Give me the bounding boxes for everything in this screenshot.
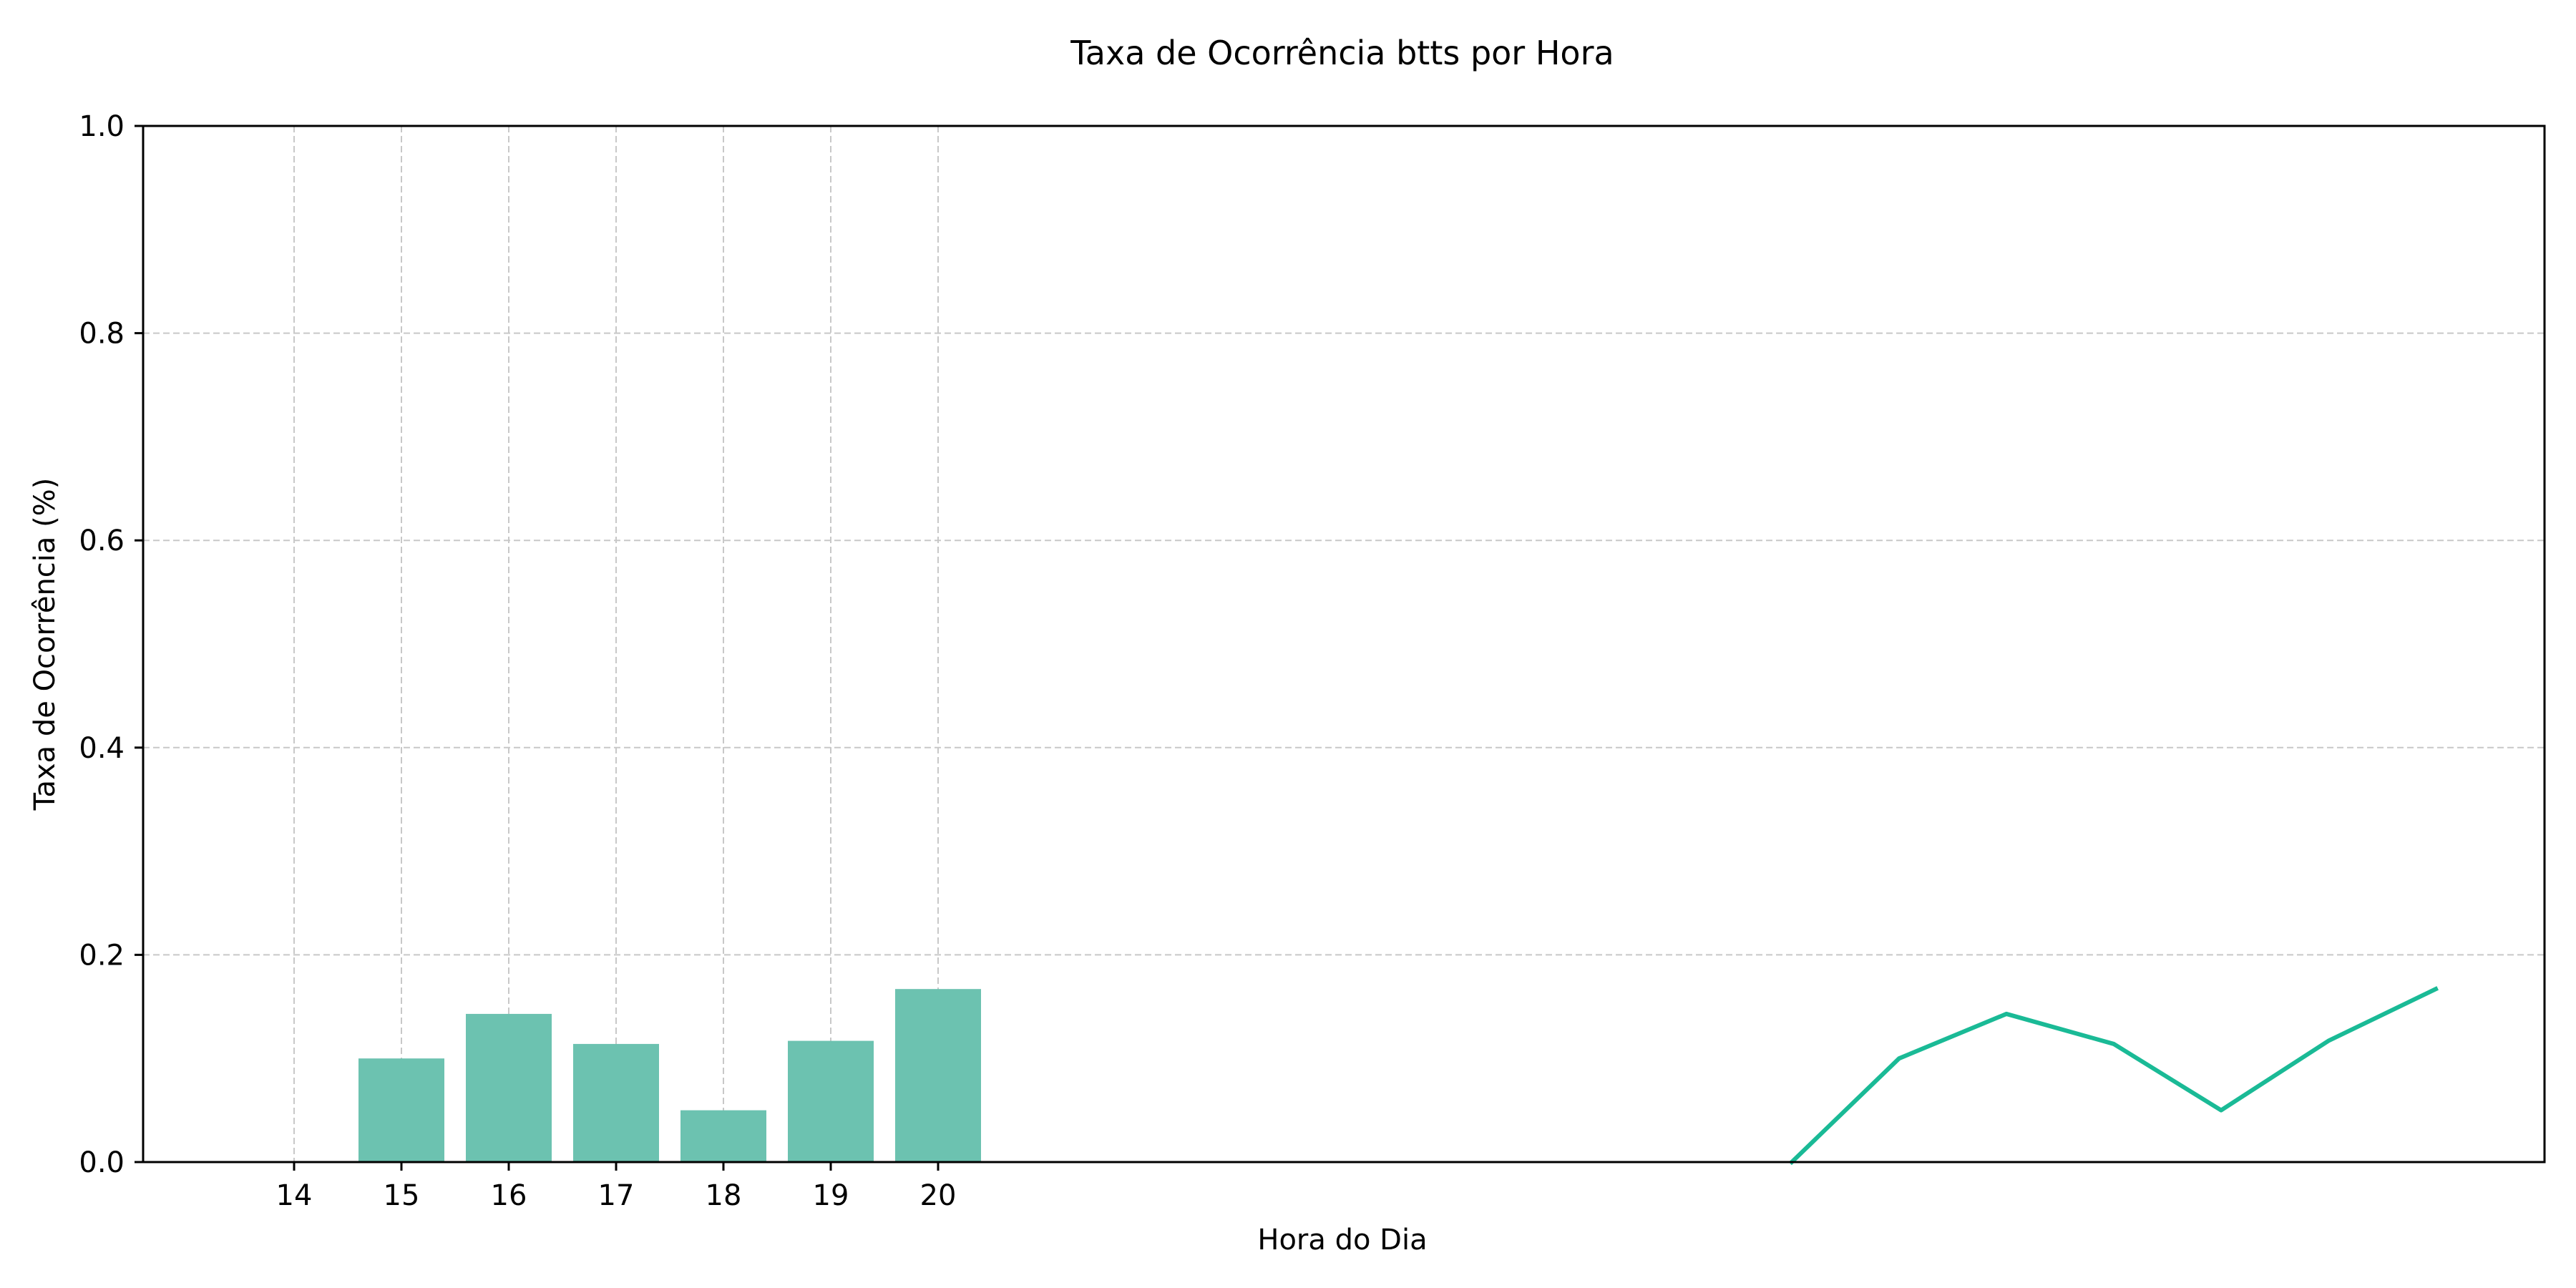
x-axis: 14 15 16 17 18 19 20 [276,1162,957,1212]
bar-20 [895,989,981,1162]
x-tick-label: 15 [384,1179,420,1212]
bar-15 [358,1058,444,1162]
x-tick-label: 14 [276,1179,313,1212]
line-series [1788,986,2439,1166]
y-tick-label: 0.4 [79,732,125,765]
grid [143,126,2545,1162]
x-tick-label: 16 [491,1179,527,1212]
bar-18 [680,1110,766,1162]
bar-17 [573,1043,659,1162]
x-tick-label: 18 [706,1179,742,1212]
x-tick-label: 19 [813,1179,849,1212]
y-tick-label: 0.0 [79,1146,125,1179]
y-tick-label: 0.6 [79,525,125,557]
y-axis-label: Taxa de Ocorrência (%) [29,478,62,811]
plot-frame [142,125,2546,1163]
bar-16 [466,1013,552,1162]
x-tick-label: 20 [920,1179,957,1212]
y-tick-label: 0.2 [79,939,125,972]
y-tick-label: 1.0 [79,110,125,143]
bar-19 [788,1040,874,1162]
bars [358,989,981,1162]
chart-title: Taxa de Ocorrência btts por Hora [1070,34,1614,72]
y-tick-label: 0.8 [79,318,125,351]
x-tick-label: 17 [598,1179,635,1212]
y-axis: 0.0 0.2 0.4 0.6 0.8 1.0 [79,110,143,1179]
x-axis-label: Hora do Dia [1257,1224,1427,1257]
line-path [1788,986,2439,1166]
